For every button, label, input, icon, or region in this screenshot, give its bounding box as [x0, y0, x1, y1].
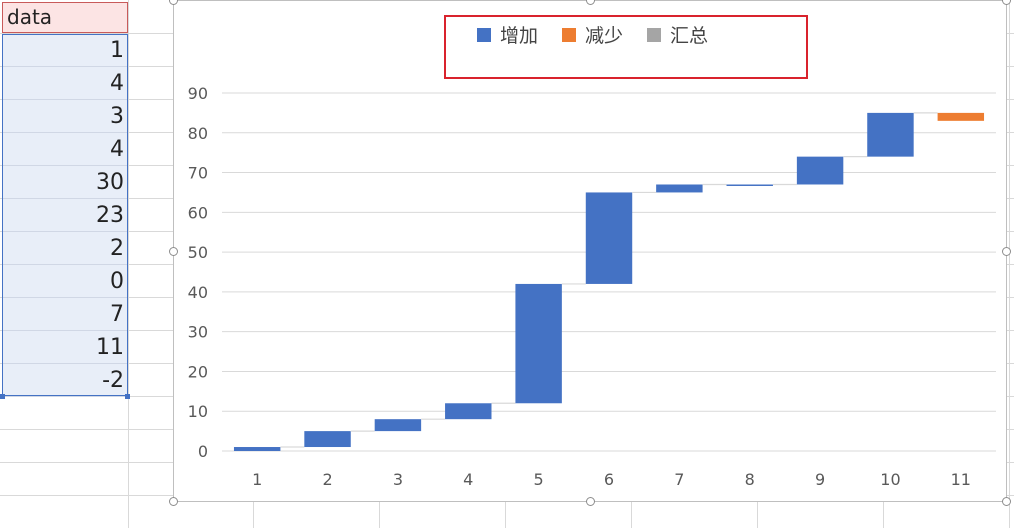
waterfall-chart[interactable]: 增加 减少 汇总 0 10 20 30 40 50 60 70 80 90 1 2 3 4 5 6 7 8 9 10 1…	[169, 0, 1011, 506]
legend-label: 增加	[500, 25, 539, 47]
resize-handle[interactable]	[586, 497, 595, 506]
increase-bar	[445, 403, 492, 420]
data-cell[interactable]: 11	[3, 331, 128, 364]
data-cell[interactable]: 23	[3, 199, 128, 232]
increase-bar	[796, 156, 844, 185]
legend-swatch-icon	[477, 27, 491, 42]
selection-handle[interactable]	[0, 394, 5, 399]
y-tick-label: 0	[198, 442, 208, 461]
data-cell[interactable]: 30	[3, 166, 128, 199]
y-tick-label: 40	[188, 283, 208, 302]
x-tick-label: 8	[745, 470, 755, 489]
resize-handle[interactable]	[1002, 0, 1011, 5]
resize-handle[interactable]	[169, 247, 178, 256]
x-tick-label: 4	[463, 470, 473, 489]
data-cell[interactable]: 4	[3, 67, 128, 100]
legend-swatch-icon	[562, 27, 576, 42]
data-cell[interactable]: 7	[3, 298, 128, 331]
increase-bar	[515, 283, 562, 404]
legend-highlight-box	[444, 15, 808, 79]
legend-item-increase[interactable]: 增加	[477, 21, 538, 48]
column-header-cell[interactable]: data	[2, 2, 128, 33]
x-tick-label: 5	[534, 470, 544, 489]
plot-area: 0 10 20 30 40 50 60 70 80 90 1 2 3 4 5 6 7 8 9 10 11	[188, 84, 996, 489]
resize-handle[interactable]	[169, 0, 178, 5]
increase-bar	[726, 184, 773, 186]
y-tick-label: 60	[188, 203, 208, 222]
selection-fill-handle[interactable]	[125, 394, 130, 399]
legend-swatch-icon	[647, 27, 661, 42]
resize-handle[interactable]	[1002, 247, 1011, 256]
increase-bar	[304, 431, 351, 448]
increase-bar	[656, 184, 703, 193]
y-tick-label: 80	[188, 124, 208, 143]
y-tick-label: 70	[188, 164, 208, 183]
y-tick-label: 20	[188, 362, 208, 381]
y-tick-label: 30	[188, 323, 208, 342]
data-cell[interactable]: 2	[3, 232, 128, 265]
x-tick-label: 11	[951, 470, 971, 489]
x-tick-label: 3	[393, 470, 403, 489]
resize-handle[interactable]	[1002, 497, 1011, 506]
y-tick-label: 50	[188, 243, 208, 262]
x-tick-label: 7	[674, 470, 684, 489]
data-cell[interactable]: 1	[3, 34, 128, 67]
decrease-bar	[937, 112, 985, 121]
x-tick-label: 9	[815, 470, 825, 489]
data-cell[interactable]: 3	[3, 100, 128, 133]
resize-handle[interactable]	[586, 0, 595, 5]
data-cell[interactable]: 4	[3, 133, 128, 166]
data-cell[interactable]: -2	[3, 364, 128, 397]
legend-label: 汇总	[670, 25, 709, 47]
x-tick-label: 6	[604, 470, 614, 489]
increase-bar	[585, 192, 633, 284]
x-tick-label: 10	[880, 470, 900, 489]
legend-label: 减少	[585, 25, 624, 47]
increase-bar	[233, 447, 281, 451]
increase-bar	[867, 112, 914, 157]
data-cell[interactable]: 0	[3, 265, 128, 298]
resize-handle[interactable]	[169, 497, 178, 506]
legend-item-decrease[interactable]: 减少	[562, 21, 623, 48]
y-tick-label: 90	[188, 84, 208, 103]
legend-item-total[interactable]: 汇总	[647, 21, 708, 48]
x-tick-label: 2	[322, 470, 332, 489]
x-tick-label: 1	[252, 470, 262, 489]
increase-bar	[374, 419, 422, 432]
y-tick-label: 10	[188, 402, 208, 421]
